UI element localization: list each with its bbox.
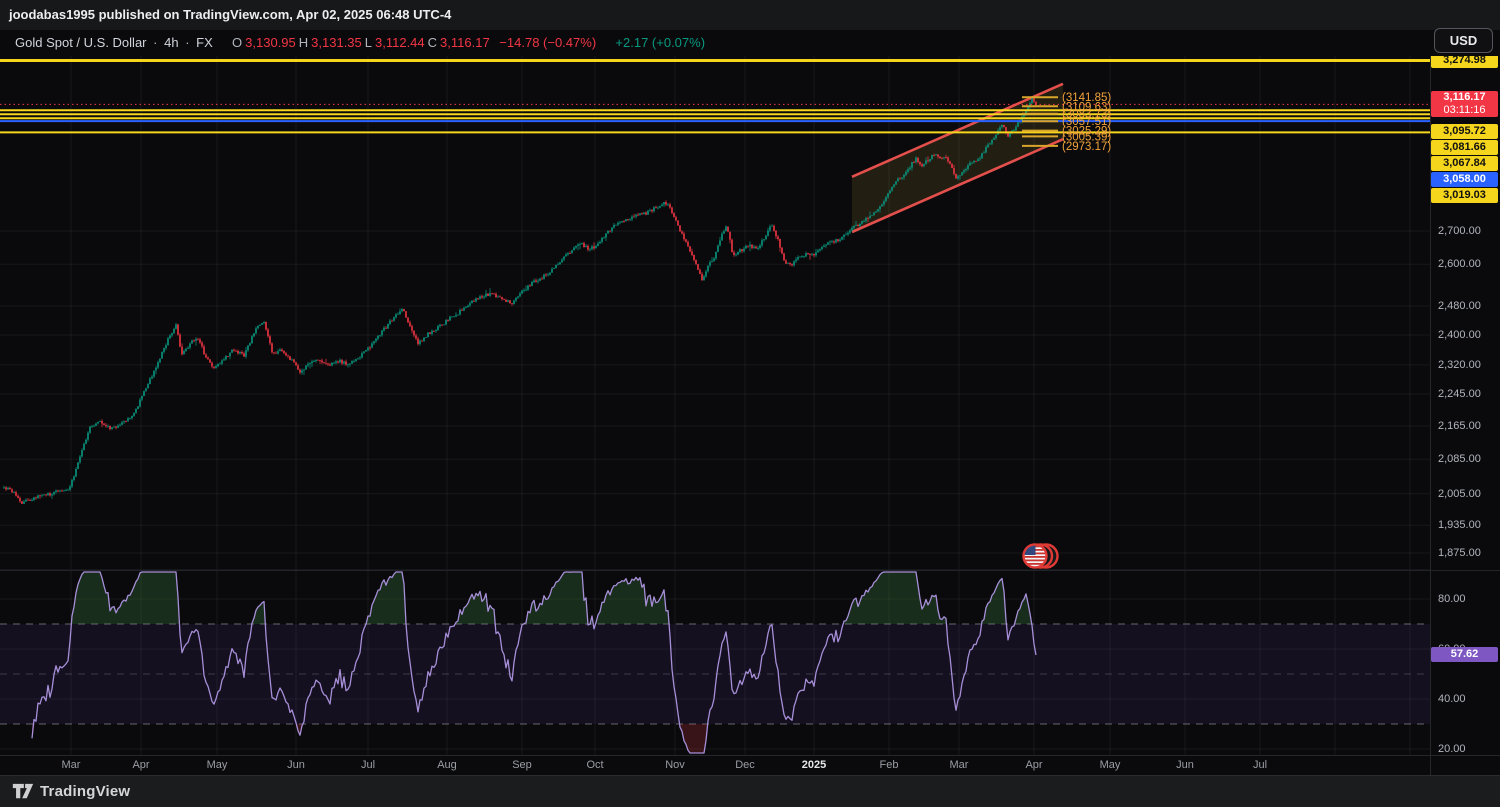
ohlc-value: 3,112.44 xyxy=(375,35,425,50)
time-axis-label: Dec xyxy=(735,759,755,771)
time-axis-label: May xyxy=(1099,759,1121,771)
time-axis-label: Nov xyxy=(665,759,685,771)
ohlc-value: 3,131.35 xyxy=(311,35,362,50)
time-axis-label: Aug xyxy=(437,759,457,771)
chart-canvas[interactable]: (3141.85) (3109.63) (3083.73) (3057.51) (302… xyxy=(0,56,1430,755)
symbol-name: Gold Spot / U.S. Dollar xyxy=(15,35,147,50)
price-tick: 2,600.00 xyxy=(1438,258,1481,270)
current-price-label: 3,116.17 03:11:16 xyxy=(1431,91,1498,117)
time-axis-label: Oct xyxy=(586,759,604,771)
rsi-line[interactable] xyxy=(31,571,1037,754)
time-axis-label: Jul xyxy=(1252,759,1268,771)
time-axis[interactable]: Mar Apr May Jun Jul Aug Sep Oct Nov Dec 2025 Feb Mar… xyxy=(0,755,1500,775)
svg-text:(3141.85): (3141.85) xyxy=(1062,92,1111,104)
time-axis-label: Jun xyxy=(287,759,305,771)
svg-text:(2973.17): (2973.17) xyxy=(1062,141,1111,153)
time-axis-label: Jun xyxy=(1176,759,1194,771)
price-tick: 1,875.00 xyxy=(1438,547,1481,559)
ohlc-key: O xyxy=(232,35,243,50)
bar-countdown: 03:11:16 xyxy=(1443,104,1486,116)
ohlc-key: L xyxy=(364,35,372,50)
rsi-tick: 80.00 xyxy=(1438,593,1466,605)
price-level-label: 3,058.00 xyxy=(1431,172,1498,187)
rsi-tick: 40.00 xyxy=(1438,693,1466,705)
price-level-label: 3,274.98 xyxy=(1431,56,1498,68)
horizontal-level-lines[interactable] xyxy=(0,59,1430,134)
ohlc-key: H xyxy=(298,35,309,50)
svg-text:(3083.73): (3083.73) xyxy=(1062,109,1111,121)
ohlc-value: 3,130.95 xyxy=(245,35,296,50)
price-tick: 2,700.00 xyxy=(1438,225,1481,237)
exchange-label: FX xyxy=(196,35,213,50)
price-tick: 2,480.00 xyxy=(1438,300,1481,312)
ohlc-value: 3,116.17 xyxy=(440,35,490,50)
ohlc-values: O 3,130.95 H 3,131.35 L 3,112.44 C 3,116.17 xyxy=(232,35,493,50)
interval-label: 4h xyxy=(164,35,179,50)
publish-info-bar: joodabas1995 published on TradingView.co… xyxy=(0,0,1500,30)
tradingview-logo-icon[interactable] xyxy=(12,783,34,800)
publish-text: joodabas1995 published on TradingView.co… xyxy=(9,7,452,22)
us-flag-event-icon[interactable] xyxy=(1022,543,1059,569)
rsi-band xyxy=(0,623,1430,725)
separator-dot: · xyxy=(185,35,190,50)
price-level-label: 3,081.66 xyxy=(1431,140,1498,155)
change-value: −14.78 (−0.47%) xyxy=(499,35,597,50)
time-axis-label: Feb xyxy=(879,759,899,771)
time-axis-label: Mar xyxy=(61,759,81,771)
price-tick: 2,400.00 xyxy=(1438,329,1481,341)
time-axis-label: Apr xyxy=(132,759,150,771)
currency-toggle-button[interactable]: USD xyxy=(1434,28,1493,53)
svg-text:(3109.63): (3109.63) xyxy=(1062,101,1111,113)
price-tick: 2,085.00 xyxy=(1438,453,1481,465)
svg-text:(3005.39): (3005.39) xyxy=(1062,131,1111,143)
pane-separator[interactable] xyxy=(0,570,1500,571)
price-tick: 2,320.00 xyxy=(1438,359,1481,371)
time-axis-label: Sep xyxy=(512,759,532,771)
tradingview-logo-text[interactable]: TradingView xyxy=(40,783,131,800)
price-tick: 2,165.00 xyxy=(1438,420,1481,432)
time-axis-label: Apr xyxy=(1025,759,1043,771)
fib-retracement[interactable]: (3141.85)(3109.63)(3083.73)(3057.51)(302… xyxy=(1022,92,1111,153)
price-axis-border xyxy=(1430,56,1431,775)
extended-change-value: +2.17 (+0.07%) xyxy=(615,35,706,50)
ohlc-key: C xyxy=(427,35,438,50)
symbol-header: Gold Spot / U.S. Dollar · 4h · FX O 3,130… xyxy=(0,30,1500,56)
time-axis-label: Mar xyxy=(949,759,969,771)
price-axis[interactable]: 2,700.00 2,600.00 2,480.00 2,400.00 2,320.00… xyxy=(1430,56,1500,755)
price-level-label: 3,095.72 xyxy=(1431,124,1498,139)
rsi-tick: 20.00 xyxy=(1438,743,1466,755)
time-axis-label: 2025 xyxy=(801,759,827,771)
svg-text:(3057.51): (3057.51) xyxy=(1062,116,1111,128)
separator-dot: · xyxy=(153,35,158,50)
rsi-value-label: 57.62 xyxy=(1431,647,1498,662)
time-axis-label: Jul xyxy=(360,759,376,771)
footer-bar: TradingView xyxy=(0,775,1500,807)
price-tick: 2,005.00 xyxy=(1438,488,1481,500)
candles xyxy=(3,97,1037,504)
price-level-label: 3,019.03 xyxy=(1431,188,1498,203)
svg-text:(3025.29): (3025.29) xyxy=(1062,126,1111,138)
time-axis-label: May xyxy=(206,759,228,771)
price-tick: 2,245.00 xyxy=(1438,388,1481,400)
price-tick: 1,935.00 xyxy=(1438,519,1481,531)
price-level-label: 3,067.84 xyxy=(1431,156,1498,171)
